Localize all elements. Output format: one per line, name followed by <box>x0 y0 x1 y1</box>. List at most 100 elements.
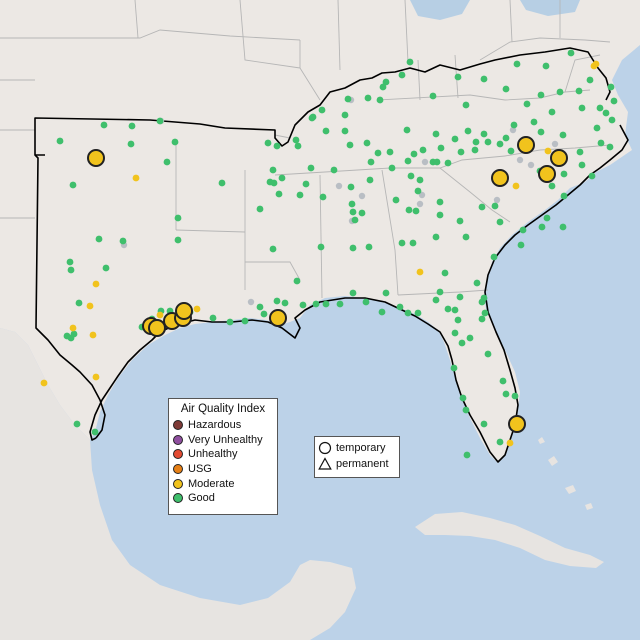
site-marker-good[interactable] <box>218 179 226 187</box>
site-marker-good[interactable] <box>523 100 531 108</box>
site-marker-good[interactable] <box>241 317 249 325</box>
site-marker-good[interactable] <box>330 166 338 174</box>
site-marker-good[interactable] <box>454 73 462 81</box>
site-marker-good[interactable] <box>374 149 382 157</box>
site-marker-good[interactable] <box>171 138 179 146</box>
site-marker-good[interactable] <box>575 87 583 95</box>
site-marker-good[interactable] <box>308 114 316 122</box>
site-marker-good[interactable] <box>260 310 268 318</box>
site-marker-no-data[interactable] <box>516 156 524 164</box>
site-marker-good[interactable] <box>473 279 481 287</box>
site-marker-good[interactable] <box>556 88 564 96</box>
site-marker-good[interactable] <box>596 104 604 112</box>
site-marker-good[interactable] <box>548 108 556 116</box>
site-marker-good[interactable] <box>379 83 387 91</box>
site-marker-moderate-temporary[interactable] <box>491 169 509 187</box>
site-marker-good[interactable] <box>317 243 325 251</box>
site-marker-good[interactable] <box>610 97 618 105</box>
site-marker-good[interactable] <box>405 206 413 214</box>
site-marker-moderate-temporary[interactable] <box>148 319 166 337</box>
site-marker-good[interactable] <box>392 196 400 204</box>
site-marker-good[interactable] <box>419 146 427 154</box>
site-marker-moderate-temporary[interactable] <box>175 302 193 320</box>
site-marker-good[interactable] <box>429 92 437 100</box>
site-marker-no-data[interactable] <box>247 298 255 306</box>
site-marker-good[interactable] <box>365 243 373 251</box>
site-marker-good[interactable] <box>273 142 281 150</box>
site-marker-good[interactable] <box>100 121 108 129</box>
site-marker-good[interactable] <box>478 203 486 211</box>
site-marker-good[interactable] <box>382 78 390 86</box>
site-marker-good[interactable] <box>462 406 470 414</box>
site-marker-good[interactable] <box>312 300 320 308</box>
site-marker-good[interactable] <box>538 223 546 231</box>
site-marker-good[interactable] <box>294 142 302 150</box>
site-marker-good[interactable] <box>559 223 567 231</box>
site-marker-good[interactable] <box>496 218 504 226</box>
site-marker-good[interactable] <box>296 191 304 199</box>
site-marker-moderate-temporary[interactable] <box>517 136 535 154</box>
site-marker-good[interactable] <box>362 298 370 306</box>
site-marker-good[interactable] <box>462 101 470 109</box>
site-marker-good[interactable] <box>432 130 440 138</box>
site-marker-good[interactable] <box>358 209 366 217</box>
site-marker-good[interactable] <box>567 49 575 57</box>
site-marker-good[interactable] <box>403 126 411 134</box>
site-marker-good[interactable] <box>548 182 556 190</box>
site-marker-good[interactable] <box>174 214 182 222</box>
site-marker-good[interactable] <box>69 181 77 189</box>
site-marker-good[interactable] <box>264 139 272 147</box>
site-marker-moderate[interactable] <box>92 373 100 381</box>
site-marker-good[interactable] <box>341 127 349 135</box>
site-marker-good[interactable] <box>67 266 75 274</box>
site-marker-good[interactable] <box>364 94 372 102</box>
site-marker-good[interactable] <box>66 258 74 266</box>
site-marker-good[interactable] <box>542 62 550 70</box>
site-marker-good[interactable] <box>480 130 488 138</box>
site-marker-good[interactable] <box>336 300 344 308</box>
site-marker-moderate-temporary[interactable] <box>508 415 526 433</box>
site-marker-good[interactable] <box>322 127 330 135</box>
site-marker-good[interactable] <box>578 104 586 112</box>
site-marker-moderate[interactable] <box>156 311 164 319</box>
site-marker-good[interactable] <box>444 305 452 313</box>
site-marker-good[interactable] <box>463 451 471 459</box>
site-marker-good[interactable] <box>269 166 277 174</box>
site-marker-good[interactable] <box>349 244 357 252</box>
site-marker-good[interactable] <box>608 116 616 124</box>
site-marker-good[interactable] <box>517 241 525 249</box>
site-marker-moderate[interactable] <box>69 324 77 332</box>
site-marker-good[interactable] <box>502 134 510 142</box>
site-marker-good[interactable] <box>347 183 355 191</box>
monitoring-sites[interactable] <box>40 49 618 459</box>
site-marker-moderate[interactable] <box>89 331 97 339</box>
site-marker-good[interactable] <box>73 420 81 428</box>
site-marker-good[interactable] <box>273 297 281 305</box>
site-marker-good[interactable] <box>457 148 465 156</box>
site-marker-good[interactable] <box>436 211 444 219</box>
site-marker-good[interactable] <box>537 91 545 99</box>
site-marker-moderate[interactable] <box>40 379 48 387</box>
site-marker-good[interactable] <box>414 309 422 317</box>
site-marker-moderate-temporary[interactable] <box>269 309 287 327</box>
site-marker-good[interactable] <box>75 299 83 307</box>
site-marker-moderate[interactable] <box>592 60 600 68</box>
site-marker-good[interactable] <box>478 315 486 323</box>
site-marker-no-data[interactable] <box>416 200 424 208</box>
site-marker-good[interactable] <box>543 214 551 222</box>
site-marker-good[interactable] <box>490 253 498 261</box>
site-marker-good[interactable] <box>163 158 171 166</box>
site-marker-good[interactable] <box>464 127 472 135</box>
site-marker-good[interactable] <box>398 71 406 79</box>
site-marker-good[interactable] <box>322 300 330 308</box>
site-marker-good[interactable] <box>367 158 375 166</box>
site-marker-moderate[interactable] <box>506 439 514 447</box>
site-marker-no-data[interactable] <box>527 161 535 169</box>
site-marker-good[interactable] <box>441 269 449 277</box>
site-marker-good[interactable] <box>348 200 356 208</box>
site-marker-good[interactable] <box>292 136 300 144</box>
site-marker-good[interactable] <box>404 309 412 317</box>
site-marker-good[interactable] <box>366 176 374 184</box>
site-marker-moderate-temporary[interactable] <box>550 149 568 167</box>
site-marker-good[interactable] <box>444 159 452 167</box>
